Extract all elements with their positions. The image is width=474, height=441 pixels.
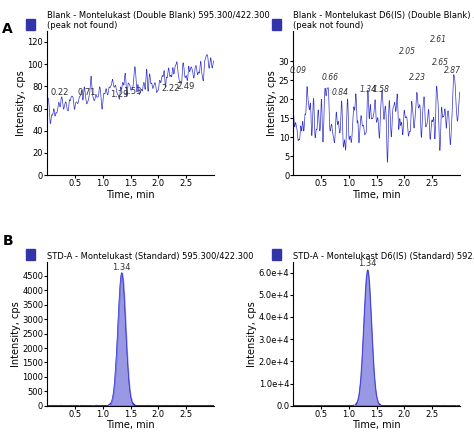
Y-axis label: Intensity, cps: Intensity, cps: [247, 301, 257, 366]
Text: 2.05: 2.05: [399, 47, 416, 56]
Text: 2.23: 2.23: [409, 73, 426, 82]
Text: 2.22: 2.22: [161, 84, 180, 93]
Text: 2.87: 2.87: [444, 66, 461, 75]
Text: 1.34: 1.34: [359, 85, 376, 93]
Text: 1.58: 1.58: [373, 85, 390, 93]
Y-axis label: Intensity, cps: Intensity, cps: [267, 70, 277, 136]
Text: 2.65: 2.65: [432, 58, 449, 67]
X-axis label: Time, min: Time, min: [106, 190, 155, 200]
Text: 1.29: 1.29: [109, 90, 128, 99]
Text: B: B: [2, 234, 13, 248]
Y-axis label: Intensity, cps: Intensity, cps: [11, 301, 21, 366]
Text: 1.34: 1.34: [358, 259, 377, 268]
Text: 0.22: 0.22: [50, 88, 69, 97]
Text: 0.09: 0.09: [290, 66, 307, 75]
Text: 2.61: 2.61: [429, 35, 447, 44]
X-axis label: Time, min: Time, min: [106, 420, 155, 430]
Text: 0.71: 0.71: [78, 88, 96, 97]
X-axis label: Time, min: Time, min: [352, 420, 401, 430]
Text: STD-A - Montelukast (Standard) 595.300/422.300: STD-A - Montelukast (Standard) 595.300/4…: [47, 252, 254, 261]
Text: STD-A - Montelukast D6(IS) (Standard) 592.300/427.30: STD-A - Montelukast D6(IS) (Standard) 59…: [293, 252, 474, 261]
Text: A: A: [2, 22, 13, 36]
Text: 0.66: 0.66: [321, 73, 338, 82]
Text: 1.53: 1.53: [123, 87, 141, 96]
Y-axis label: Intensity, cps: Intensity, cps: [16, 70, 26, 136]
Text: 1.34: 1.34: [112, 263, 131, 272]
Text: 0.84: 0.84: [331, 88, 348, 97]
X-axis label: Time, min: Time, min: [352, 190, 401, 200]
Text: 2.49: 2.49: [176, 82, 195, 90]
Text: Blank - Montelukast (Double Blank) 595.300/422.300
(peak not found): Blank - Montelukast (Double Blank) 595.3…: [47, 11, 270, 30]
Text: Blank - Montelukast D6(IS) (Double Blank) 592.300/427.30
(peak not found): Blank - Montelukast D6(IS) (Double Blank…: [293, 11, 474, 30]
